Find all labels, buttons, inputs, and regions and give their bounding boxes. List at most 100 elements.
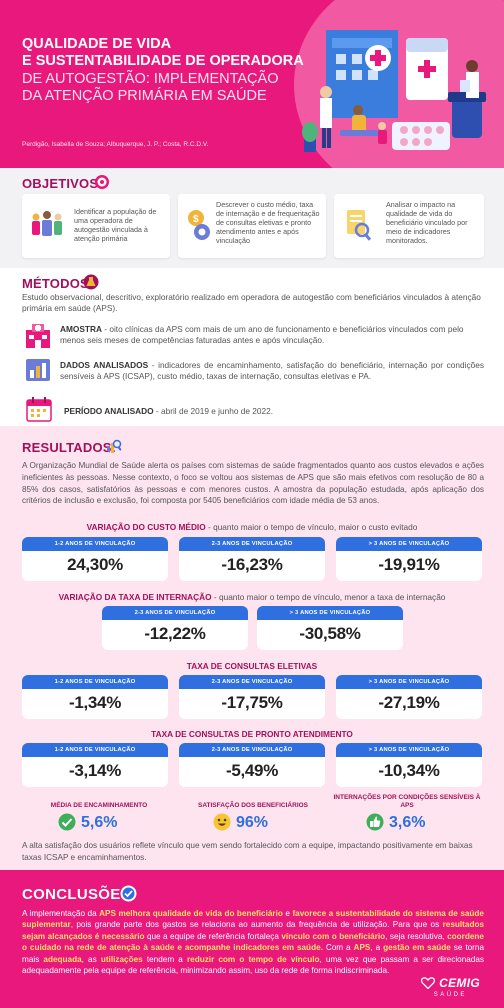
dados-text: DADOS ANALISADOS - indicadores de encami… bbox=[60, 360, 484, 382]
custo-title: VARIAÇÃO DO CUSTO MÉDIO bbox=[86, 522, 206, 532]
eletivas-box-3-label: > 3 ANOS DE VINCULAÇÃO bbox=[336, 675, 482, 689]
periodo-label: PERÍODO ANALISADO bbox=[64, 406, 154, 416]
eletivas-box-1-label: 1-2 ANOS DE VINCULAÇÃO bbox=[22, 675, 168, 689]
clinic-icon bbox=[26, 324, 50, 348]
calendar-icon bbox=[26, 397, 52, 422]
objetivos-section: OBJETIVOS: Identificar a população de um… bbox=[0, 168, 504, 268]
conclusion-highlight-1: APS melhora qualidade de vida do benefic… bbox=[99, 909, 283, 918]
check-circle-icon bbox=[58, 813, 76, 831]
logo-sub: SAÚDE bbox=[433, 992, 467, 998]
conclusion-part-9: , as bbox=[81, 954, 101, 964]
flask-icon bbox=[83, 274, 99, 290]
eletivas-title: TAXA DE CONSULTAS ELETIVAS bbox=[186, 661, 318, 671]
eletivas-box-2: 2-3 ANOS DE VINCULAÇÃO -17,75% bbox=[179, 675, 325, 719]
title-line-2: E SUSTENTABILIDADE DE OPERADORA bbox=[22, 53, 304, 69]
indicator-label-3: INTERNAÇÕES POR CONDIÇÕES SENSÍVEIS À AP… bbox=[333, 794, 481, 809]
internacao-box-2-label: > 3 ANOS DE VINCULAÇÃO bbox=[257, 606, 403, 620]
custo-subtitle: VARIAÇÃO DO CUSTO MÉDIO - quanto maior o… bbox=[0, 522, 504, 532]
metodos-title: MÉTODOS: bbox=[22, 276, 94, 291]
conclusion-highlight-7: gestão em saúde bbox=[383, 943, 451, 953]
indicator-value-2: 96% bbox=[236, 814, 269, 831]
dados-label: DADOS ANALISADOS bbox=[60, 360, 149, 370]
heart-logo-icon bbox=[420, 976, 435, 990]
indicator-label-1: MÉDIA DE ENCAMINHAMENTO bbox=[50, 802, 148, 809]
pronto-box-2-label: 2-3 ANOS DE VINCULAÇÃO bbox=[179, 743, 325, 757]
pronto-subtitle: TAXA DE CONSULTAS DE PRONTO ATENDIMENTO bbox=[0, 729, 504, 739]
eletivas-box-2-label: 2-3 ANOS DE VINCULAÇÃO bbox=[179, 675, 325, 689]
metodos-intro: Estudo observacional, descritivo, explor… bbox=[22, 292, 481, 313]
custo-box-2-value: -16,23% bbox=[221, 555, 283, 574]
magnifier-chart-icon bbox=[107, 439, 122, 453]
authors: Perdigão, Isabella de Souza; Albuquerque… bbox=[22, 141, 209, 148]
eletivas-box-3-value: -27,19% bbox=[378, 693, 440, 712]
conclusion-highlight-10: reduzir com o tempo de vínculo bbox=[186, 954, 320, 964]
pronto-box-2: 2-3 ANOS DE VINCULAÇÃO -5,49% bbox=[179, 743, 325, 787]
header-title-bold: QUALIDADE DE VIDA E SUSTENTABILIDADE DE … bbox=[22, 36, 322, 70]
custo-box-2-label: 2-3 ANOS DE VINCULAÇÃO bbox=[179, 537, 325, 551]
custo-box-3: > 3 ANOS DE VINCULAÇÃO -19,91% bbox=[336, 537, 482, 581]
eletivas-box-2-value: -17,75% bbox=[221, 693, 283, 712]
resultados-title: RESULTADOS: bbox=[22, 440, 117, 455]
eletivas-box-1: 1-2 ANOS DE VINCULAÇÃO -1,34% bbox=[22, 675, 168, 719]
cemig-saude-logo: CEMIG SAÚDE bbox=[420, 974, 480, 998]
chart-report-icon bbox=[26, 359, 50, 381]
custo-box-1-label: 1-2 ANOS DE VINCULAÇÃO bbox=[22, 537, 168, 551]
resultados-section: RESULTADOS: A Organização Mundial de Saú… bbox=[0, 426, 504, 870]
objective-card-3: Analisar o impacto na qualidade de vida … bbox=[334, 194, 484, 258]
svg-text:$: $ bbox=[193, 214, 199, 225]
conclusion-highlight-5: coordene o cuidado na rede de atenção à … bbox=[22, 931, 484, 953]
internacao-note: - quanto maior o tempo de vínculo, menor… bbox=[211, 592, 446, 602]
people-group-icon bbox=[32, 211, 62, 236]
pronto-box-3: > 3 ANOS DE VINCULAÇÃO -10,34% bbox=[336, 743, 482, 787]
conclusoes-text: A implementação da APS melhora qualidade… bbox=[22, 908, 484, 976]
custo-box-2: 2-3 ANOS DE VINCULAÇÃO -16,23% bbox=[179, 537, 325, 581]
title-line-1: QUALIDADE DE VIDA bbox=[22, 36, 172, 52]
conclusoes-title: CONCLUSÕES: bbox=[22, 886, 137, 903]
logo-brand: CEMIG bbox=[439, 976, 480, 990]
conclusoes-section: CONCLUSÕES: A implementação da APS melho… bbox=[0, 870, 504, 1008]
header-banner: QUALIDADE DE VIDA E SUSTENTABILIDADE DE … bbox=[0, 0, 504, 168]
amostra-label: AMOSTRA bbox=[60, 324, 102, 334]
conclusion-highlight-8: adequada bbox=[43, 954, 82, 964]
indicator-value-3: 3,6% bbox=[389, 814, 426, 831]
internacao-box-1-value: -12,22% bbox=[144, 624, 206, 643]
objective-card-1: Identificar a população de uma operadora… bbox=[22, 194, 170, 258]
pronto-box-2-value: -5,49% bbox=[225, 761, 279, 780]
conclusion-part-5: , seja resolutiva, bbox=[385, 931, 448, 941]
thumbs-up-icon bbox=[366, 813, 384, 831]
internacao-box-1: 2-3 ANOS DE VINCULAÇÃO -12,22% bbox=[102, 606, 248, 650]
indicator-value-1: 5,6% bbox=[81, 814, 118, 831]
internacao-box-1-label: 2-3 ANOS DE VINCULAÇÃO bbox=[102, 606, 248, 620]
internacao-box-2: > 3 ANOS DE VINCULAÇÃO -30,58% bbox=[257, 606, 403, 650]
conclusion-part-2: e bbox=[282, 909, 293, 918]
metodos-section: MÉTODOS: Estudo observacional, descritiv… bbox=[0, 268, 504, 426]
document-magnifier-icon bbox=[347, 210, 372, 241]
pronto-box-1-value: -3,14% bbox=[68, 761, 122, 780]
internacao-subtitle: VARIAÇÃO DA TAXA DE INTERNAÇÃO - quanto … bbox=[0, 592, 504, 602]
money-gear-icon: $ bbox=[188, 210, 210, 240]
objective-text-2: Descrever o custo médio, taxa de interna… bbox=[216, 200, 320, 245]
indicator-label-2: SATISFAÇÃO DOS BENEFICIÁRIOS bbox=[197, 802, 309, 809]
internacao-title: VARIAÇÃO DA TAXA DE INTERNAÇÃO bbox=[58, 592, 212, 602]
amostra-text: AMOSTRA - oito clínicas da APS com mais … bbox=[60, 324, 484, 346]
conclusion-part-3: , pois grande parte dos gastos se relaci… bbox=[70, 920, 443, 930]
resultados-intro: A Organização Mundial de Saúde alerta os… bbox=[22, 461, 484, 506]
pronto-box-3-label: > 3 ANOS DE VINCULAÇÃO bbox=[336, 743, 482, 757]
objective-text-3: Analisar o impacto na qualidade de vida … bbox=[386, 200, 468, 245]
pronto-box-1: 1-2 ANOS DE VINCULAÇÃO -3,14% bbox=[22, 743, 168, 787]
custo-box-3-value: -19,91% bbox=[378, 555, 440, 574]
conclusion-highlight-9: utilizações bbox=[100, 954, 143, 964]
periodo-text: PERÍODO ANALISADO - abril de 2019 e junh… bbox=[64, 406, 484, 417]
amostra-description: - oito clínicas da APS com mais de um an… bbox=[60, 324, 464, 345]
objetivos-title: OBJETIVOS: bbox=[22, 176, 103, 191]
target-icon bbox=[95, 175, 109, 189]
eletivas-subtitle: TAXA DE CONSULTAS ELETIVAS bbox=[0, 661, 504, 671]
internacao-box-2-value: -30,58% bbox=[299, 624, 361, 643]
pronto-title: TAXA DE CONSULTAS DE PRONTO ATENDIMENTO bbox=[151, 729, 353, 739]
conclusion-part-7: , a bbox=[370, 943, 384, 953]
conclusion-highlight-3: resultados sejam alcançados é necessário bbox=[22, 920, 484, 941]
conclusion-highlight-4: vínculo com o beneficiário bbox=[281, 931, 386, 941]
custo-box-3-label: > 3 ANOS DE VINCULAÇÃO bbox=[336, 537, 482, 551]
conclusion-highlight-2: favorece a sustentabilidade do sistema d… bbox=[22, 909, 484, 930]
pronto-box-3-value: -10,34% bbox=[378, 761, 440, 780]
